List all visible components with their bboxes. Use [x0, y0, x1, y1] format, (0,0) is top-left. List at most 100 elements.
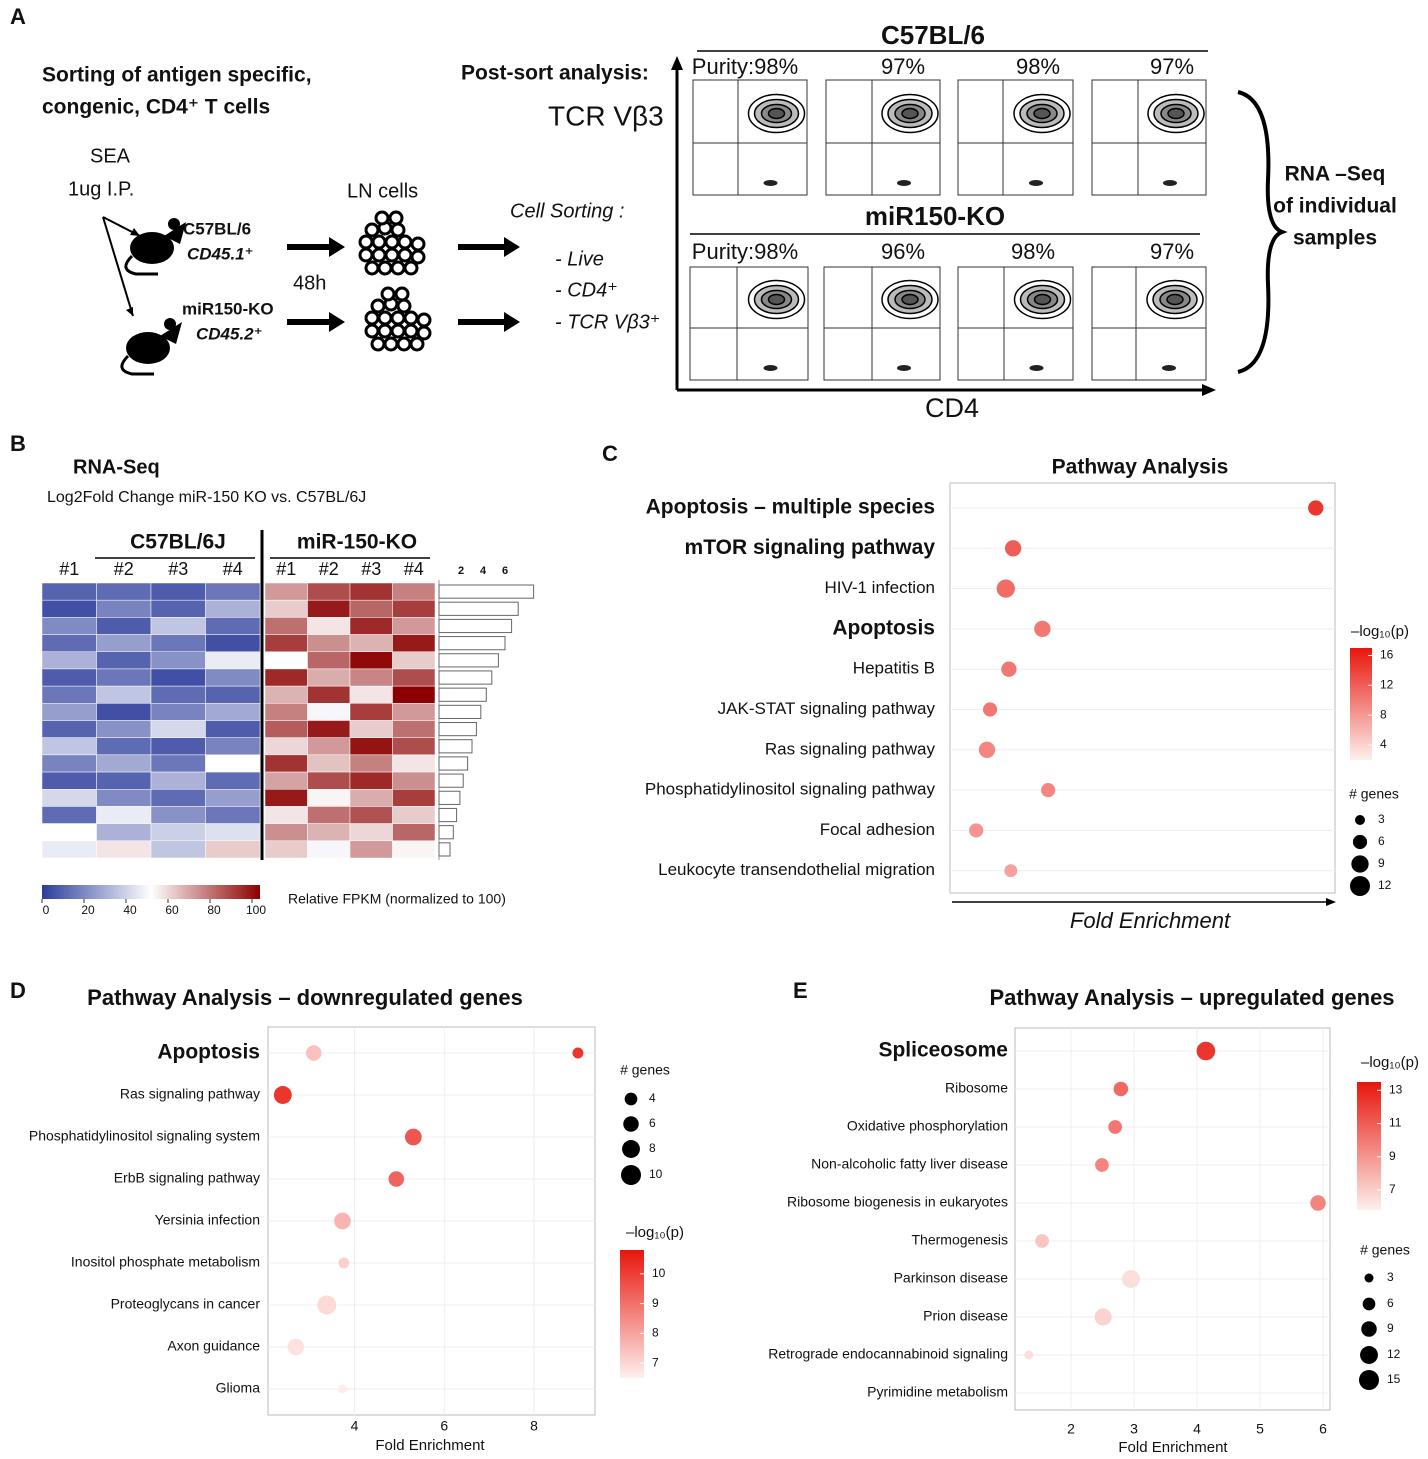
heatmap-cell — [205, 703, 261, 721]
colorbar-tick-label: 80 — [207, 903, 221, 917]
cell — [384, 234, 400, 250]
group-name: miR-150-KO — [297, 531, 417, 554]
colorbar-tick-label: 20 — [81, 903, 95, 917]
cell — [371, 247, 387, 263]
contour — [1166, 293, 1184, 306]
row-label: HIV-1 infection — [824, 578, 935, 597]
row-label: Spliceosome — [878, 1039, 1008, 1062]
size-legend-label: 6 — [1378, 834, 1385, 848]
size-legend-dot — [1359, 1370, 1379, 1390]
fold-change-bar — [438, 601, 519, 616]
heatmap-cell — [307, 771, 351, 790]
panel-label: E — [793, 978, 808, 1003]
cell — [416, 312, 432, 328]
heatmap-cell — [96, 737, 152, 756]
size-legend-dot — [1352, 834, 1368, 850]
heatmap-cell — [150, 685, 206, 704]
cell — [377, 323, 393, 339]
chart-title: Pathway Analysis – upregulated genes — [989, 985, 1394, 1010]
size-legend-label: 12 — [1387, 1347, 1401, 1361]
size-legend-label: 9 — [1387, 1321, 1394, 1335]
heatmap-cell — [307, 617, 351, 635]
size-legend-label: 3 — [1378, 812, 1385, 826]
colorbar-tick-label: 10 — [652, 1266, 666, 1280]
heatmap-cell — [205, 840, 261, 859]
heatmap-cell — [150, 651, 206, 670]
cell — [403, 310, 419, 326]
time: 48h — [293, 272, 326, 294]
bubble — [1121, 1270, 1140, 1288]
size-legend-dot — [624, 1092, 638, 1106]
bubble — [306, 1045, 322, 1061]
colorbar-tick-label: 16 — [1380, 648, 1394, 662]
heatmap-cell — [205, 806, 261, 824]
heatmap-cell — [96, 703, 152, 721]
row-label: Apoptosis – multiple species — [646, 496, 935, 519]
contour — [1162, 365, 1176, 371]
heatmap-cell — [41, 754, 97, 773]
row-label: Inositol phosphate metabolism — [71, 1254, 260, 1270]
heatmap-cell — [150, 668, 206, 687]
colorbar-tick-label: 8 — [1380, 707, 1387, 721]
panel-label: B — [10, 431, 26, 456]
row-label: Yersinia infection — [155, 1212, 260, 1228]
mouse-icon — [124, 218, 186, 276]
row-label: Thermogenesis — [912, 1232, 1009, 1248]
size-legend-label: 3 — [1387, 1270, 1394, 1284]
row-label: Ras signaling pathway — [120, 1086, 260, 1102]
heatmap-cell — [264, 789, 308, 807]
x-tick-label: 3 — [1130, 1421, 1138, 1437]
x-tick-label: 4 — [1193, 1421, 1201, 1437]
mouse-head — [164, 222, 186, 244]
heatmap-cell — [264, 582, 308, 601]
bubble — [1310, 1195, 1326, 1211]
size-legend-dot — [1350, 876, 1370, 896]
cell — [383, 336, 399, 352]
cell — [394, 286, 410, 302]
heatmap-cell — [307, 685, 351, 704]
x-tick-label: 6 — [440, 1418, 448, 1434]
bubble — [317, 1295, 337, 1315]
heatmap-cell — [150, 720, 206, 738]
heatmap-cell — [205, 685, 261, 704]
colorbar — [42, 885, 260, 899]
legend-title: –log₁₀(p) — [626, 1224, 684, 1241]
bubble — [1035, 1234, 1049, 1248]
heatmap-cell — [205, 771, 261, 790]
cell — [358, 247, 374, 263]
fold-change-bar — [438, 653, 499, 668]
heatmap-cell — [96, 789, 152, 807]
group-name: C57BL/6J — [130, 531, 226, 554]
heatmap-cell — [205, 823, 261, 842]
cell — [358, 234, 374, 250]
heatmap-cell — [264, 685, 308, 704]
heatmap-cell — [307, 823, 351, 842]
heatmap-cell — [392, 840, 436, 859]
size-legend-label: 12 — [1378, 878, 1392, 892]
contour — [1163, 180, 1177, 186]
row-label: Parkinson disease — [894, 1270, 1009, 1286]
plot-area — [1014, 1027, 1331, 1411]
heatmap-cell — [205, 789, 261, 807]
cell — [397, 234, 413, 250]
heatmap-cell — [349, 634, 393, 652]
row-label: Ribosome biogenesis in eukaryotes — [787, 1194, 1008, 1210]
size-legend-label: 9 — [1378, 856, 1385, 870]
cell — [384, 247, 400, 263]
mouse-body — [130, 232, 174, 264]
colorbar — [620, 1250, 644, 1378]
contour — [767, 107, 786, 120]
row-label: Focal adhesion — [820, 820, 935, 839]
heatmap-cell — [349, 823, 393, 842]
row-label: Retrograde endocannabinoid signaling — [768, 1346, 1008, 1362]
heatmap-cell — [150, 823, 206, 842]
heatmap-cell — [307, 651, 351, 670]
purity: 97% — [1150, 54, 1194, 79]
row-label: Axon guidance — [167, 1338, 260, 1354]
heatmap-cell — [392, 789, 436, 807]
colorbar-label: Relative FPKM (normalized to 100) — [288, 891, 506, 907]
chart-title: Pathway Analysis — [1052, 456, 1229, 479]
legend-title: –log₁₀(p) — [1361, 1054, 1419, 1071]
heatmap-cell — [96, 582, 152, 601]
mouse-ear — [164, 318, 176, 330]
